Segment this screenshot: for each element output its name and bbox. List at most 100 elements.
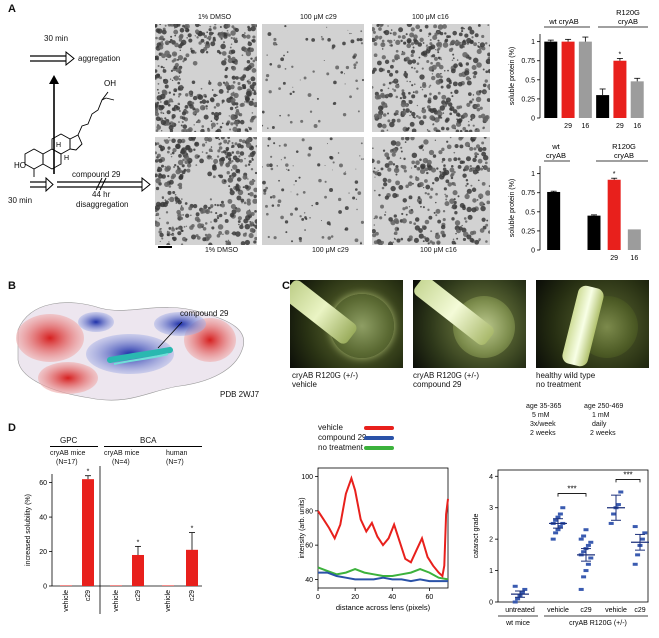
group-label: wt	[551, 144, 560, 151]
bar	[162, 585, 174, 586]
micrograph-6	[372, 137, 490, 245]
panel-label-d: D	[8, 422, 16, 434]
micrograph-2	[262, 24, 364, 132]
group-label-mut: cryAB R120G (+/-)	[569, 620, 627, 627]
micrograph-1	[155, 24, 257, 132]
legend-compound-29: compound 29	[318, 433, 367, 442]
x-tick-label: vehicle	[113, 590, 120, 612]
cataract-header-2-l3: daily	[592, 421, 607, 428]
legend-compound-29-swatch	[364, 436, 394, 440]
data-point	[611, 512, 617, 516]
y-tick-label: 80	[305, 508, 313, 515]
bar	[110, 585, 122, 586]
plot-frame	[317, 467, 449, 589]
y-axis-label: soluble protein (%)	[509, 47, 516, 105]
disaggregation-arrow	[30, 176, 151, 193]
eye-caption-2-line2: compound 29	[413, 380, 462, 389]
eye-image-compound-29	[413, 280, 526, 368]
data-point	[550, 537, 556, 541]
y-tick-label: 0.5	[525, 77, 535, 84]
micro-top-label-3: 100 μM c16	[412, 14, 449, 21]
ho-label: HO	[14, 161, 26, 170]
plot-frame	[497, 469, 649, 603]
micro-top-label-1: 1% DMSO	[198, 14, 232, 21]
aggregation-arrow	[30, 50, 75, 67]
group-label-line2: cryAB	[614, 151, 634, 160]
series-line-compound-29	[318, 571, 448, 583]
x-tick-label: 16	[581, 123, 589, 130]
aggregation-label: aggregation	[78, 54, 121, 63]
x-tick-label: 0	[316, 594, 320, 601]
x-tick-label: c29	[189, 590, 196, 601]
eye-image-wild-type	[536, 280, 649, 368]
y-tick-label: 20	[39, 549, 47, 556]
data-point	[581, 534, 587, 538]
bca-label: BCA	[140, 436, 157, 445]
bar	[186, 549, 198, 586]
sig-asterisk: *	[87, 469, 90, 476]
x-tick-label: 29	[610, 255, 618, 262]
x-tick-label: c29	[85, 590, 92, 601]
x-tick-label: untreated	[505, 607, 535, 614]
y-tick-label: 0	[531, 248, 535, 255]
group-label-line1: R120G	[616, 8, 640, 17]
y-tick-label: 0.5	[525, 209, 535, 216]
legend-no-treatment-swatch	[364, 446, 394, 450]
x-axis-label: distance across lens (pixels)	[336, 603, 431, 612]
y-tick-label: 1	[489, 568, 493, 575]
y-tick-label: 60	[305, 543, 313, 550]
cataract-header-1-l3: 3x/week	[530, 421, 556, 428]
bar	[60, 585, 72, 586]
eye-caption-3-line1: healthy wild type	[536, 371, 596, 380]
cataract-header-2-l4: 2 weeks	[590, 430, 616, 437]
bar	[544, 41, 558, 118]
data-point	[555, 528, 561, 532]
y-tick-label: 0.75	[521, 58, 535, 65]
pdb-label: PDB 2WJ7	[220, 390, 260, 399]
oh-label: OH	[104, 79, 116, 88]
scale-bar	[158, 246, 172, 248]
gpc-sub-name: cryAB mice	[50, 450, 86, 457]
bar	[587, 215, 601, 250]
y-axis-label: increased solubility (%)	[25, 494, 32, 566]
top-time-label: 30 min	[44, 34, 69, 43]
panel-label-a: A	[8, 3, 16, 15]
x-tick-label: c29	[580, 607, 591, 614]
disaggregation-label: disaggregation	[76, 200, 129, 209]
legend-vehicle-swatch	[364, 426, 394, 430]
bar	[627, 229, 641, 250]
data-point	[581, 575, 587, 579]
data-point	[557, 525, 563, 529]
x-tick-label: vehicle	[605, 607, 627, 614]
cataract-grade-chart: 0 1 2 3 4 cataract grade untreated vehicle c29 ve…	[473, 469, 649, 627]
x-tick-label: c29	[634, 607, 645, 614]
data-point	[555, 515, 561, 519]
y-tick-label: 40	[305, 577, 313, 584]
x-tick-label: vehicle	[165, 590, 172, 612]
x-tick-label: 60	[426, 594, 434, 601]
data-point	[635, 553, 641, 557]
bar	[596, 95, 610, 118]
bottom-time2-label: 44 hr	[92, 190, 111, 199]
y-axis-label: soluble protein (%)	[509, 179, 516, 237]
gpc-sub-n: (N=17)	[56, 459, 78, 466]
data-point	[583, 569, 589, 573]
bar	[630, 81, 644, 118]
cataract-header-2-l1: age 250-469	[584, 403, 624, 410]
data-point	[553, 518, 559, 522]
data-point	[553, 531, 559, 535]
micrograph-4	[155, 137, 257, 245]
data-point	[608, 521, 614, 525]
eye-caption-3-line2: no treatment	[536, 380, 581, 389]
eye-image-vehicle	[290, 280, 403, 368]
y-tick-label: 0	[531, 116, 535, 123]
y-tick-label: 100	[301, 474, 313, 481]
group-label: wt cryAB	[548, 17, 579, 26]
cataract-header-1-l4: 2 weeks	[530, 430, 556, 437]
y-tick-label: 1	[531, 39, 535, 46]
bar	[561, 41, 575, 118]
y-tick-label: 1	[531, 171, 535, 178]
gpc-label: GPC	[60, 436, 78, 445]
sig-asterisk: *	[613, 171, 616, 178]
h-label-2: H	[64, 155, 69, 162]
